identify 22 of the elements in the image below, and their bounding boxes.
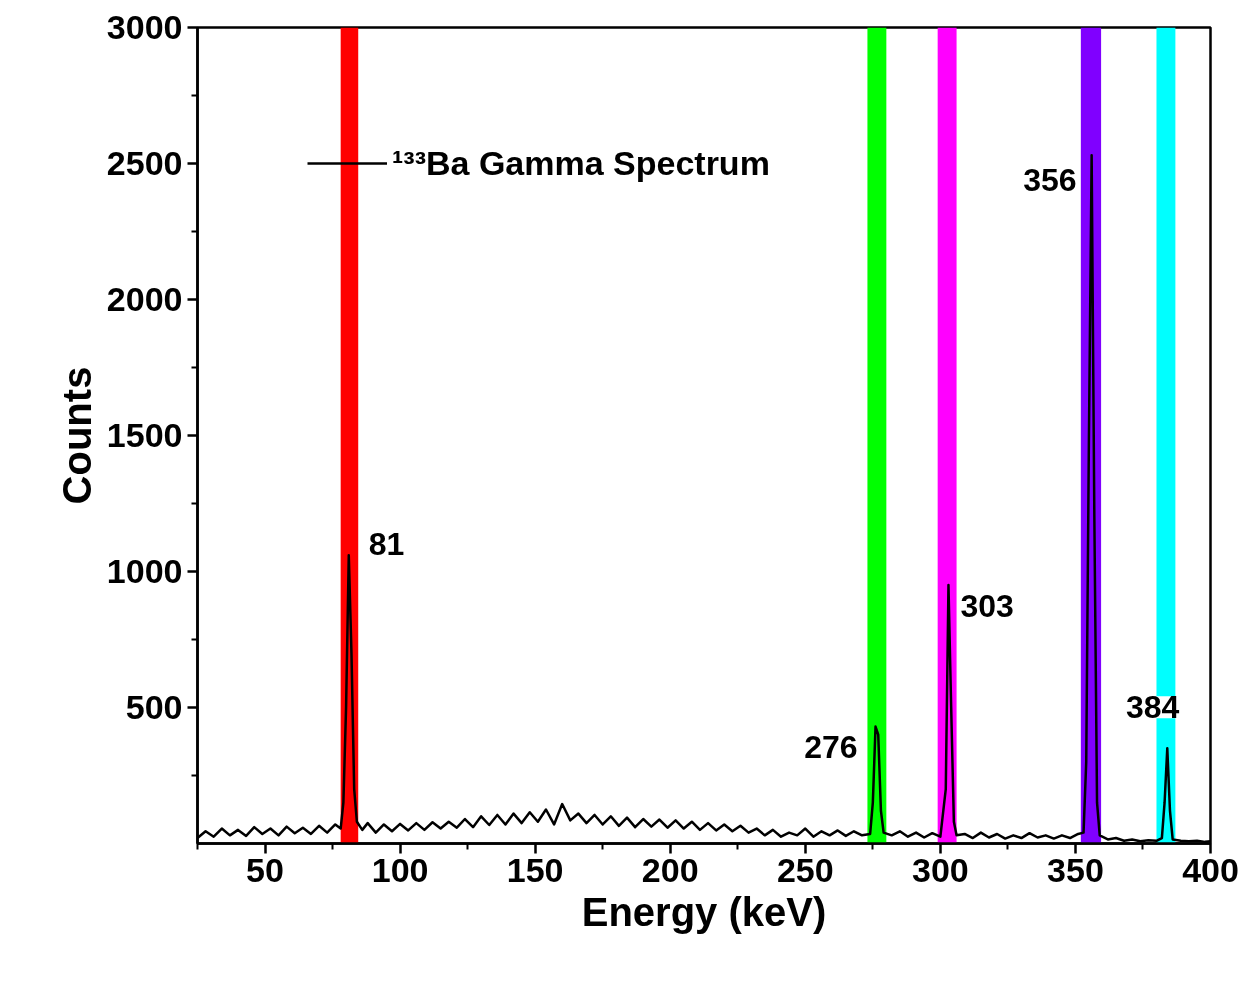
x-tick-label: 50 [246,850,284,889]
y-axis-title: Counts [54,366,99,505]
x-tick-label: 250 [776,850,834,889]
x-axis-title: Energy (keV) [581,889,827,934]
x-tick-label: 400 [1182,850,1239,889]
y-tick-label: 2000 [106,280,183,318]
y-tick-label: 1000 [106,552,183,590]
x-tick-label: 200 [641,850,699,889]
y-tick-label: 3000 [106,8,183,46]
annotation: 384 [1125,689,1180,726]
annotation: 303 [960,588,1014,625]
x-tick-label: 100 [371,850,429,889]
x-tick-label: 350 [1047,850,1104,889]
annotation: 276 [804,728,858,765]
y-tick-label: 1500 [106,416,183,454]
annotation: 356 [1023,162,1077,199]
x-tick-label: 300 [912,850,969,889]
x-tick-label: 150 [506,850,564,889]
annotation: 81 [368,526,405,563]
y-tick-label: 500 [125,688,183,726]
legend-label: ¹³³Ba Gamma Spectrum [392,143,770,183]
y-tick-label: 2500 [106,144,183,182]
